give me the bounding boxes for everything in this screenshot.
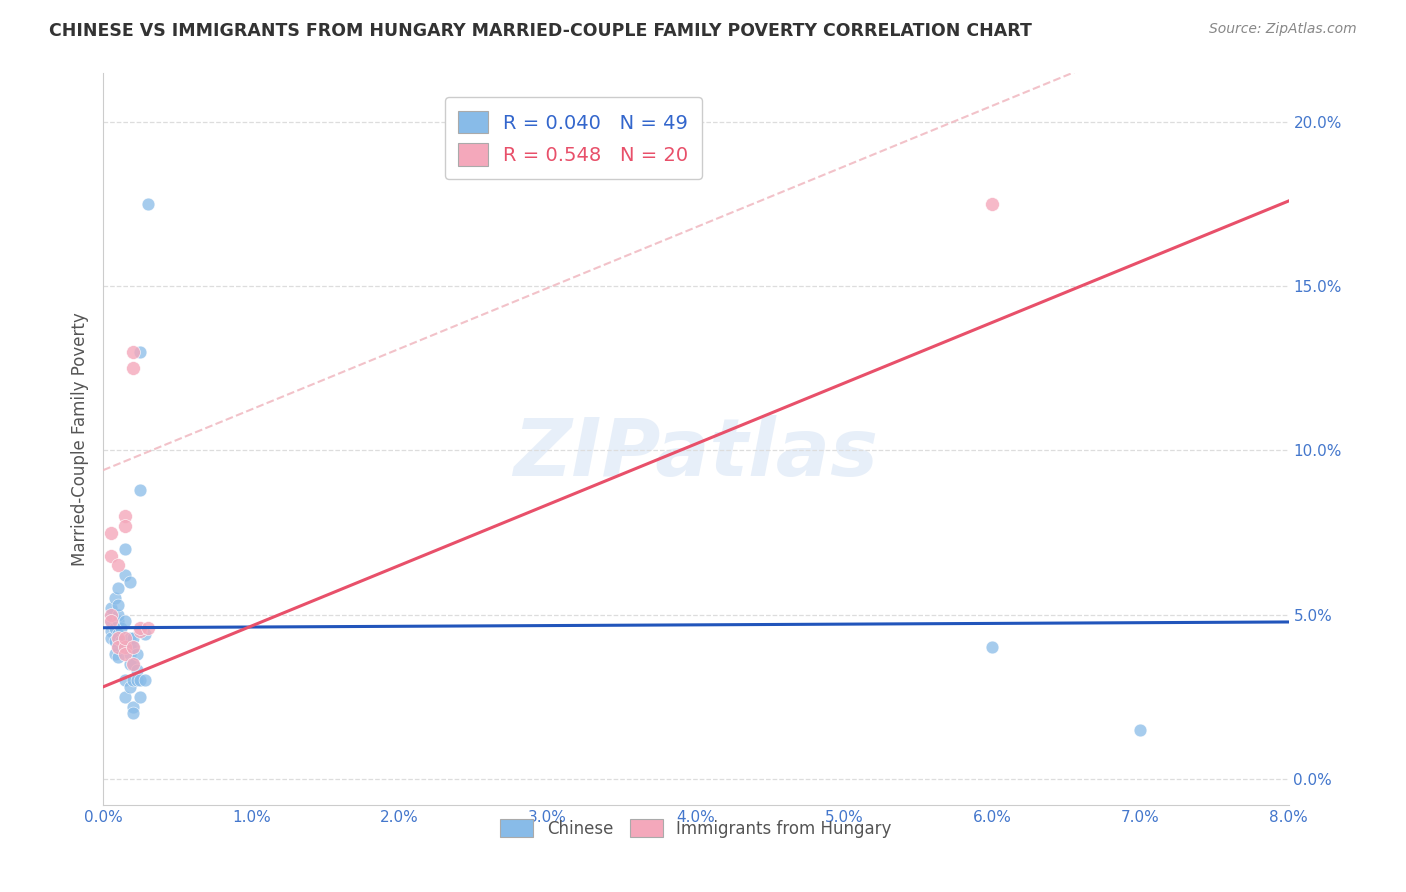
Point (100, 607, 122, 622)
Legend: Chinese, Immigrants from Hungary: Chinese, Immigrants from Hungary (494, 813, 898, 844)
Point (981, 640, 1004, 655)
Point (107, 650, 129, 665)
Point (107, 640, 129, 655)
Point (107, 607, 129, 622)
Point (114, 568, 136, 582)
Point (129, 345, 152, 359)
Point (100, 601, 122, 615)
Point (118, 631, 141, 645)
Point (127, 664, 149, 678)
Point (104, 647, 127, 661)
Point (121, 657, 143, 671)
Point (107, 640, 129, 655)
Point (100, 525, 122, 540)
Point (100, 607, 122, 622)
Text: Source: ZipAtlas.com: Source: ZipAtlas.com (1209, 22, 1357, 37)
Point (118, 647, 141, 661)
Point (121, 640, 143, 655)
Point (118, 657, 141, 671)
Text: ZIPatlas: ZIPatlas (513, 415, 879, 492)
Point (114, 509, 136, 524)
Point (100, 631, 122, 645)
Point (100, 624, 122, 638)
Point (104, 621, 127, 635)
Point (107, 631, 129, 645)
Point (121, 699, 143, 714)
Point (104, 633, 127, 648)
Point (107, 582, 129, 596)
Point (127, 673, 149, 688)
Point (121, 631, 143, 645)
Point (110, 633, 132, 648)
Point (136, 621, 159, 635)
Point (134, 673, 156, 688)
Point (114, 640, 136, 655)
Point (114, 541, 136, 556)
Point (129, 673, 152, 688)
Point (981, 197, 1004, 211)
Point (114, 647, 136, 661)
Point (104, 591, 127, 606)
Point (114, 673, 136, 688)
Point (121, 361, 143, 376)
Point (114, 640, 136, 655)
Point (107, 614, 129, 628)
Point (114, 519, 136, 533)
Point (107, 598, 129, 612)
Text: CHINESE VS IMMIGRANTS FROM HUNGARY MARRIED-COUPLE FAMILY POVERTY CORRELATION CHA: CHINESE VS IMMIGRANTS FROM HUNGARY MARRI… (49, 22, 1032, 40)
Point (129, 483, 152, 497)
Point (121, 640, 143, 655)
Point (129, 690, 152, 704)
Point (1129, 723, 1152, 737)
Point (118, 680, 141, 694)
Point (129, 624, 152, 638)
Point (129, 621, 152, 635)
Point (134, 627, 156, 641)
Point (100, 614, 122, 628)
Point (107, 631, 129, 645)
Point (114, 631, 136, 645)
Point (118, 574, 141, 589)
Point (121, 657, 143, 671)
Point (121, 673, 143, 688)
Point (110, 621, 132, 635)
Point (107, 558, 129, 573)
Point (114, 614, 136, 628)
Point (100, 614, 122, 628)
Point (127, 647, 149, 661)
Point (121, 706, 143, 720)
Point (107, 627, 129, 641)
Point (118, 640, 141, 655)
Point (136, 197, 159, 211)
Point (100, 549, 122, 563)
Y-axis label: Married-Couple Family Poverty: Married-Couple Family Poverty (72, 312, 89, 566)
Point (114, 690, 136, 704)
Point (121, 345, 143, 359)
